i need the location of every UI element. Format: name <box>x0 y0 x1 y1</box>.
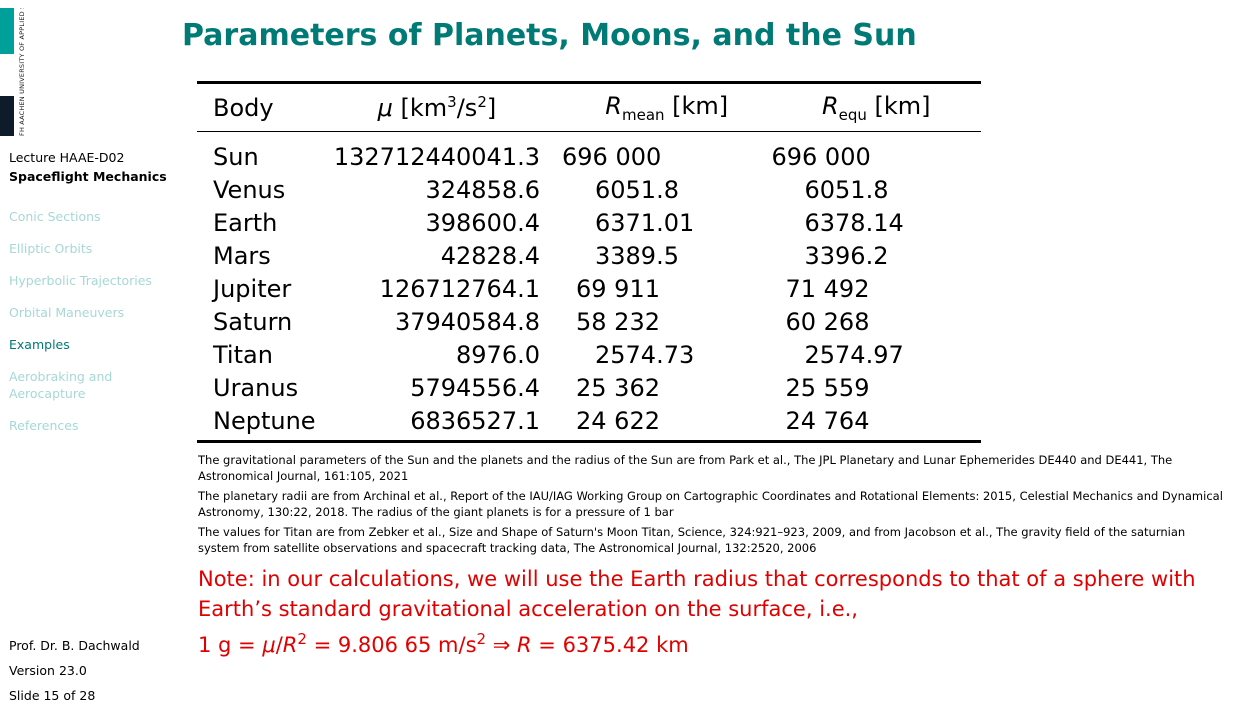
version: Version 23.0 <box>9 663 87 678</box>
cell-body: Titan <box>213 340 273 369</box>
cell-body: Jupiter <box>213 274 292 303</box>
logo-text: FH AACHEN UNIVERSITY OF APPLIED SCIENCES <box>18 8 26 136</box>
course-title: Spaceflight Mechanics <box>9 169 167 184</box>
table-row: Uranus 5794556.4 25 362 25 559 <box>197 371 981 404</box>
cell-r-equ: 60 268 <box>785 307 870 336</box>
cell-mu: 126712764.1 <box>379 274 540 303</box>
logo-mark-teal <box>0 8 14 54</box>
source-notes: The gravitational parameters of the Sun … <box>198 452 1228 560</box>
note-formula: 1 g = μ/R2 = 9.806 65 m/s2 ⇒ R = 6375.42… <box>198 630 689 657</box>
table-row: Neptune 6836527.1 24 622 24 764 <box>197 404 981 443</box>
cell-mu: 8976.0 <box>456 340 540 369</box>
header-body: Body <box>197 81 334 132</box>
cell-body: Venus <box>213 175 286 204</box>
cell-body: Sun <box>213 142 259 171</box>
lecture-code: Lecture HAAE-D02 <box>9 150 125 165</box>
cell-mu: 5794556.4 <box>410 373 540 402</box>
cell-r-mean: 24 622 <box>562 404 772 443</box>
table-row: Earth 398600.4 6371.01 6378.14 <box>197 206 981 239</box>
nav-item-conic-sections[interactable]: Conic Sections <box>9 209 101 224</box>
cell-mu: 324858.6 <box>425 175 540 204</box>
source-note: The planetary radii are from Archinal et… <box>198 489 1223 519</box>
sidebar: FH AACHEN UNIVERSITY OF APPLIED SCIENCES… <box>0 0 180 709</box>
cell-mu: 398600.4 <box>425 208 540 237</box>
cell-mu: 132712440041.3 <box>333 142 540 171</box>
table-row: Sun 132712440041.3 696 000 696 000 <box>197 132 981 174</box>
cell-mu: 42828.4 <box>440 241 540 270</box>
cell-r-mean: 6051.8 <box>595 175 679 204</box>
cell-body: Neptune <box>197 404 334 443</box>
cell-r-mean: 2574.73 <box>595 340 695 369</box>
cell-r-equ: 6378.14 <box>804 208 904 237</box>
logo-mark-dark <box>0 96 14 136</box>
cell-r-mean: 58 232 <box>576 307 660 336</box>
parameters-table: Body μ [km3/s2] Rmean [km] Requ [km] Sun… <box>197 81 981 443</box>
cell-r-mean: 3389.5 <box>595 241 679 270</box>
header-mu: μ [km3/s2] <box>333 81 562 132</box>
section-nav: Conic Sections Elliptic Orbits Hyperboli… <box>9 208 159 449</box>
cell-r-mean: 25 362 <box>576 373 660 402</box>
nav-item-examples[interactable]: Examples <box>9 337 70 352</box>
table-header-row: Body μ [km3/s2] Rmean [km] Requ [km] <box>197 81 981 132</box>
nav-item-aerobraking[interactable]: Aerobraking and Aerocapture <box>9 369 113 401</box>
cell-mu: 37940584.8 <box>394 307 540 336</box>
table-row: Jupiter 126712764.1 69 911 71 492 <box>197 272 981 305</box>
cell-r-equ: 24 764 <box>771 404 981 443</box>
table-row: Titan 8976.0 2574.73 2574.97 <box>197 338 981 371</box>
slide-number: Slide 15 of 28 <box>9 688 96 703</box>
nav-item-hyperbolic-trajectories[interactable]: Hyperbolic Trajectories <box>9 273 152 288</box>
cell-body: Uranus <box>213 373 299 402</box>
cell-r-equ: 6051.8 <box>804 175 889 204</box>
cell-r-mean: 6371.01 <box>595 208 695 237</box>
earth-radius-note: Note: in our calculations, we will use t… <box>198 564 1238 660</box>
source-note: The gravitational parameters of the Sun … <box>198 453 1173 483</box>
cell-r-equ: 2574.97 <box>804 340 904 369</box>
author: Prof. Dr. B. Dachwald <box>9 638 140 653</box>
cell-body: Earth <box>213 208 278 237</box>
table-row: Saturn 37940584.8 58 232 60 268 <box>197 305 981 338</box>
cell-body: Mars <box>213 241 271 270</box>
header-r-mean: Rmean [km] <box>562 81 772 132</box>
cell-body: Saturn <box>213 307 293 336</box>
cell-r-equ: 696 000 <box>771 142 871 171</box>
slide-title: Parameters of Planets, Moons, and the Su… <box>182 18 917 53</box>
table-row: Venus 324858.6 6051.8 6051.8 <box>197 173 981 206</box>
nav-item-orbital-maneuvers[interactable]: Orbital Maneuvers <box>9 305 125 320</box>
source-note: The values for Titan are from Zebker et … <box>198 525 1186 555</box>
nav-item-references[interactable]: References <box>9 418 79 433</box>
cell-r-mean: 69 911 <box>576 274 660 303</box>
cell-r-equ: 25 559 <box>785 373 870 402</box>
note-text: Note: in our calculations, we will use t… <box>198 567 1196 621</box>
cell-r-equ: 71 492 <box>785 274 870 303</box>
table-row: Mars 42828.4 3389.5 3396.2 <box>197 239 981 272</box>
header-r-equ: Requ [km] <box>771 81 981 132</box>
nav-item-elliptic-orbits[interactable]: Elliptic Orbits <box>9 241 93 256</box>
cell-r-mean: 696 000 <box>562 142 662 171</box>
cell-mu: 6836527.1 <box>333 404 562 443</box>
cell-r-equ: 3396.2 <box>804 241 889 270</box>
